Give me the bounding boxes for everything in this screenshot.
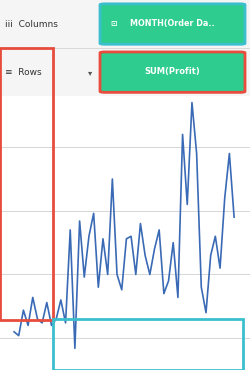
FancyBboxPatch shape bbox=[100, 4, 245, 44]
Text: SUM(Profit): SUM(Profit) bbox=[144, 67, 201, 76]
Text: MONTH(Order Da..: MONTH(Order Da.. bbox=[130, 18, 215, 28]
FancyBboxPatch shape bbox=[0, 48, 250, 96]
FancyBboxPatch shape bbox=[0, 0, 250, 48]
Text: ≡  Rows: ≡ Rows bbox=[5, 68, 42, 77]
Text: iii  Columns: iii Columns bbox=[5, 20, 58, 28]
FancyBboxPatch shape bbox=[100, 52, 245, 92]
Text: ⊡: ⊡ bbox=[110, 18, 117, 28]
Text: ▾: ▾ bbox=[88, 68, 92, 77]
